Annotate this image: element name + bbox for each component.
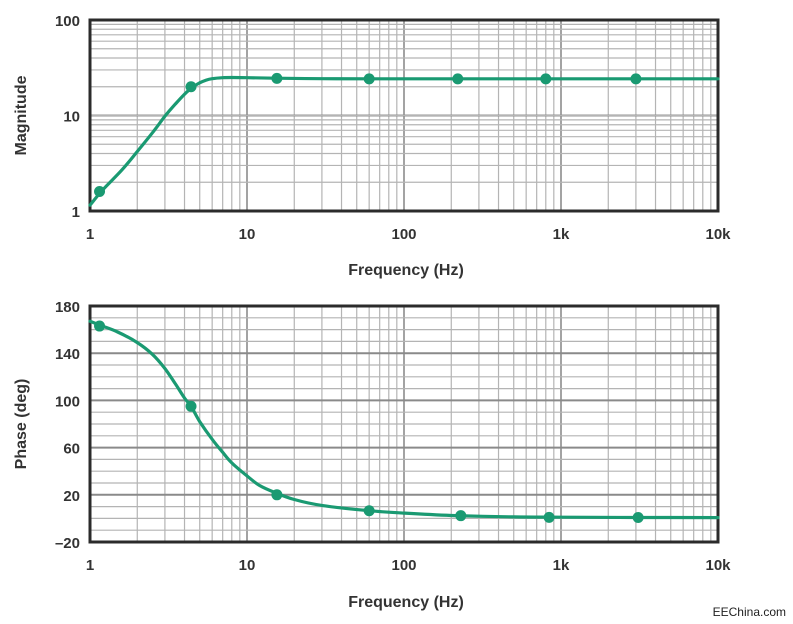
source-label: EEChina.com: [713, 605, 786, 619]
x-tick-label: 10k: [705, 226, 731, 243]
x-tick-label: 10k: [705, 557, 731, 574]
data-point: [630, 73, 642, 85]
x-tick-label: 100: [391, 557, 416, 574]
x-axis-label: Frequency (Hz): [348, 594, 464, 611]
data-point: [363, 73, 375, 85]
y-tick-label: –20: [55, 535, 80, 552]
data-point: [363, 505, 375, 517]
data-point: [185, 81, 197, 93]
data-point: [543, 511, 555, 523]
data-point: [632, 511, 644, 523]
x-tick-label: 10: [239, 226, 256, 243]
plot-frame: [88, 18, 720, 213]
y-tick-label: 180: [55, 299, 80, 316]
y-tick-label: 20: [63, 488, 80, 505]
y-tick-label: 100: [55, 393, 80, 410]
y-axis-label: Magnitude: [13, 75, 30, 155]
x-tick-label: 1: [86, 226, 94, 243]
x-tick-label: 10: [239, 557, 256, 574]
magnitude-plot: 1 10 100 1k 10k 1 10 100 Frequency (Hz) Magnitude: [13, 13, 731, 279]
y-tick-label: 100: [55, 13, 80, 30]
x-tick-label: 1k: [553, 557, 570, 574]
x-axis-label: Frequency (Hz): [348, 262, 464, 279]
data-point: [452, 73, 464, 85]
data-point: [271, 489, 283, 501]
y-axis-label: Phase (deg): [13, 379, 30, 470]
phase-plot: 1 10 100 1k 10k 180 140 100 60 20 –20 Frequency (Hz…: [13, 299, 731, 611]
data-point: [540, 73, 552, 85]
y-tick-label: 10: [63, 109, 80, 126]
y-tick-label: 1: [72, 204, 80, 221]
x-tick-label: 1: [86, 557, 94, 574]
data-point: [94, 186, 106, 198]
data-point: [185, 400, 197, 412]
x-tick-label: 100: [391, 226, 416, 243]
x-tick-label: 1k: [553, 226, 570, 243]
plot-frame: [88, 304, 720, 544]
data-point: [455, 510, 467, 522]
data-point: [94, 320, 106, 332]
y-tick-label: 140: [55, 346, 80, 363]
series-line: [88, 75, 720, 207]
y-tick-label: 60: [63, 441, 80, 458]
data-point: [271, 72, 283, 84]
